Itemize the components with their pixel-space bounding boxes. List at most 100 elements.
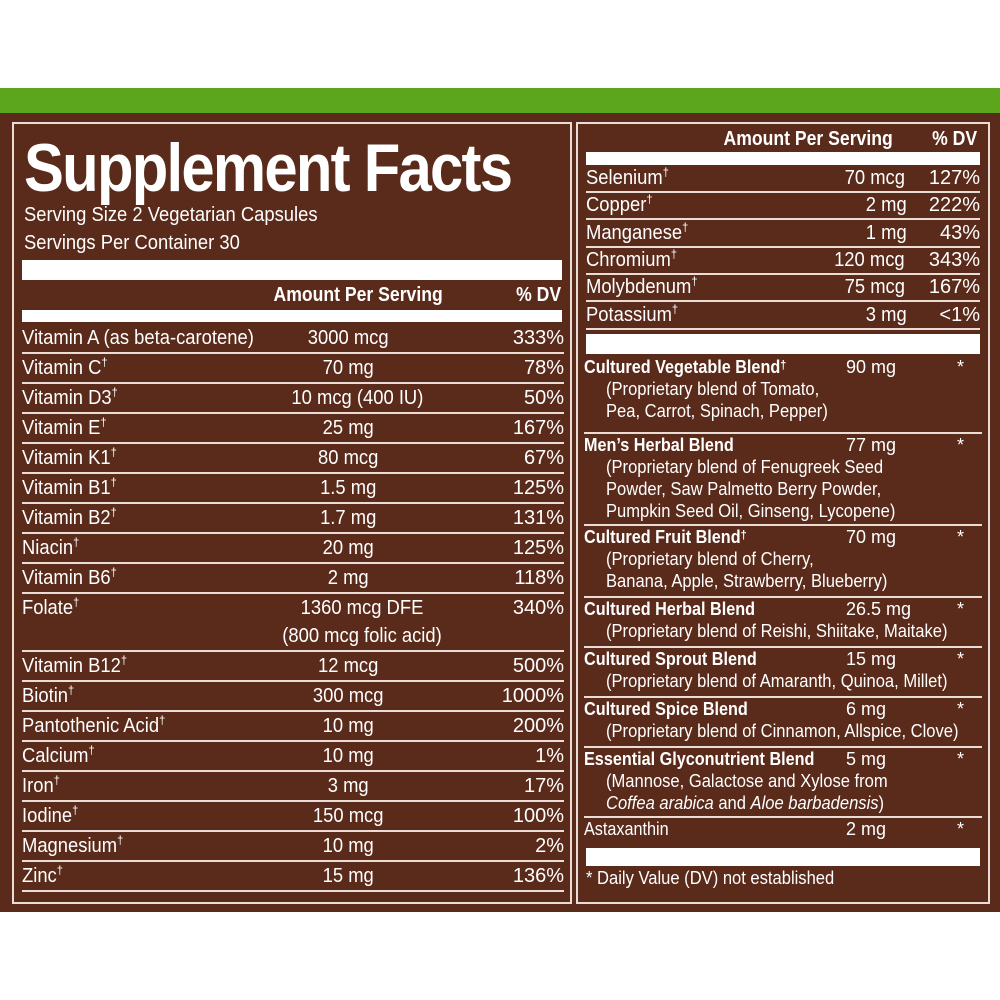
blend-amount: 2 mg	[846, 819, 887, 839]
nutrient-amount: 70 mcg	[845, 167, 906, 189]
ingredient-text: (Proprietary blend of Cherry,	[606, 549, 814, 569]
dagger-mark: †	[780, 358, 787, 372]
blend-row: Cultured Fruit Blend† 70 mg * (Proprietary …	[584, 526, 982, 598]
nutrient-name: Iron†	[22, 773, 60, 797]
nutrient-name: Cultured Herbal Blend	[584, 599, 756, 619]
nutrient-name: Vitamin C†	[22, 355, 108, 379]
nutrient-amount-detail: (800 mcg folic acid)	[282, 625, 442, 647]
dagger-mark: †	[662, 165, 669, 179]
blend-row: Astaxanthin 2 mg *	[584, 818, 982, 842]
dagger-mark: †	[88, 743, 95, 757]
nutrient-amount: 12 mcg	[318, 655, 379, 677]
table-row: Vitamin K1† 80 mcg 67%	[22, 444, 564, 474]
nutrient-dv: 500%	[512, 655, 564, 677]
blend-amount: 77 mg	[846, 435, 897, 455]
table-row: Iron† 3 mg 17%	[22, 772, 564, 802]
nutrient-name: Pantothenic Acid†	[22, 713, 166, 737]
nutrient-amount: 150 mcg	[312, 805, 384, 827]
nutrient-name: Niacin†	[22, 535, 80, 559]
nutrient-name: Zinc†	[22, 863, 63, 887]
blend-ingredients: Coffea arabica and Aloe barbadensis)	[606, 792, 884, 814]
dagger-mark: †	[120, 653, 128, 667]
nutrient-dv: 118%	[514, 567, 564, 589]
nutrient-dv: 100%	[512, 805, 564, 827]
blend-ingredients: (Mannose, Galactose and Xylose from	[606, 770, 888, 792]
nutrient-dv: 127%	[928, 167, 980, 189]
nutrient-dv: 17%	[523, 775, 564, 797]
blend-ingredients: (Proprietary blend of Fenugreek Seed	[606, 456, 883, 478]
table-row: Vitamin D3† 10 mcg (400 IU) 50%	[22, 384, 564, 414]
table-row: Vitamin A (as beta-carotene) 3000 mcg 333%	[22, 324, 564, 354]
table-row: Vitamin B6† 2 mg 118%	[22, 564, 564, 594]
nutrient-name: Calcium†	[22, 743, 95, 767]
table-row: Molybdenum† 75 mcg 167%	[586, 274, 980, 303]
nutrient-name: Vitamin B2†	[22, 505, 117, 529]
nutrient-dv: 125%	[512, 537, 564, 559]
nutrient-name: Cultured Sprout Blend	[584, 649, 757, 669]
nutrient-amount: 15 mg	[322, 865, 374, 887]
nutrient-dv: 131%	[512, 507, 564, 529]
dv-header: % DV	[515, 284, 561, 306]
table-row: Biotin† 300 mcg 1000%	[22, 682, 564, 712]
nutrient-dv: 136%	[512, 865, 564, 887]
blend-dv: *	[956, 749, 964, 769]
nutrient-name: Vitamin K1†	[22, 445, 117, 469]
divider-bar	[22, 310, 562, 322]
green-top-band	[0, 88, 1000, 113]
blend-dv: *	[956, 599, 964, 619]
nutrient-name: Magnesium†	[22, 833, 124, 857]
dagger-mark: †	[101, 355, 108, 369]
nutrient-amount: 20 mg	[322, 537, 374, 559]
nutrient-name: Cultured Spice Blend	[584, 699, 748, 719]
dagger-mark: †	[646, 192, 653, 207]
dagger-mark: †	[110, 565, 117, 579]
dagger-mark: †	[117, 833, 124, 847]
nutrient-amount: 1360 mcg DFE	[300, 597, 424, 619]
blend-row: Cultured Spice Blend 6 mg * (Proprietary bl…	[584, 698, 982, 748]
nutrient-name: Potassium†	[586, 301, 679, 326]
blend-row: Cultured Vegetable Blend† 90 mg * (Propriet…	[584, 356, 982, 434]
serving-size: Serving Size 2 Vegetarian Capsules	[24, 204, 318, 226]
nutrient-name: Cultured Vegetable Blend†	[584, 357, 787, 377]
nutrient-name: Cultured Fruit Blend†	[584, 527, 747, 547]
nutrient-amount: 1 mg	[865, 221, 907, 244]
nutrient-name: Iodine†	[22, 803, 79, 827]
blend-dv: *	[956, 699, 964, 719]
blend-ingredients: (Proprietary blend of Cinnamon, Allspice…	[606, 720, 959, 742]
dagger-mark: †	[110, 445, 117, 459]
dagger-mark: †	[53, 773, 60, 787]
nutrient-name: Folate†	[22, 595, 80, 619]
nutrient-name: Men’s Herbal Blend	[584, 435, 734, 455]
table-row: Vitamin B2† 1.7 mg 131%	[22, 504, 564, 534]
blend-amount: 15 mg	[846, 649, 897, 669]
ingredient-text: Pumpkin Seed Oil, Ginseng, Lycopene)	[606, 501, 896, 521]
dagger-mark: †	[670, 246, 678, 261]
blend-dv: *	[956, 527, 964, 547]
blend-row: Men’s Herbal Blend 77 mg * (Proprietary ble…	[584, 434, 982, 526]
nutrient-name: Astaxanthin	[584, 819, 669, 839]
nutrient-name: Biotin†	[22, 683, 75, 707]
table-row: Vitamin C† 70 mg 78%	[22, 354, 564, 384]
dagger-mark: †	[740, 528, 747, 542]
ingredient-text: (Mannose, Galactose and Xylose from	[606, 771, 888, 791]
ingredient-text: Banana, Apple, Strawberry, Blueberry)	[606, 571, 888, 591]
dagger-mark: †	[100, 415, 107, 429]
blend-dv: *	[956, 649, 964, 669]
blend-ingredients: Banana, Apple, Strawberry, Blueberry)	[606, 570, 887, 592]
table-row: Calcium† 10 mg 1%	[22, 742, 564, 772]
page-title: Supplement Facts	[24, 130, 513, 206]
nutrient-amount: 1.5 mg	[320, 477, 377, 499]
dv-header: % DV	[931, 128, 977, 150]
facts-right-column: Amount Per Serving % DV Selenium† 70 mcg 1…	[576, 122, 990, 904]
divider-bar	[586, 848, 980, 866]
blend-ingredients: Pea, Carrot, Spinach, Pepper)	[606, 400, 828, 422]
ingredient-text: Pea, Carrot, Spinach, Pepper)	[606, 401, 828, 421]
blend-ingredients: (Proprietary blend of Reishi, Shiitake, …	[606, 620, 947, 642]
dagger-mark: †	[682, 219, 689, 234]
blend-dv: *	[956, 819, 964, 839]
amount-header: Amount Per Serving	[723, 128, 893, 150]
nutrient-dv: 222%	[928, 194, 980, 217]
divider-bar	[22, 260, 562, 280]
table-row: Vitamin E† 25 mg 167%	[22, 414, 564, 444]
dagger-mark: †	[68, 683, 75, 697]
